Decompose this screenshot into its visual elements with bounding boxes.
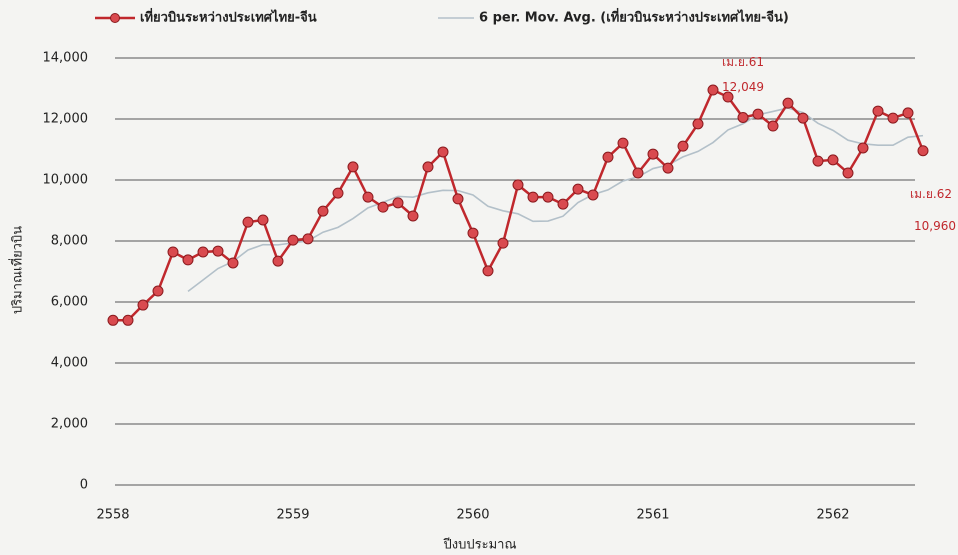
x-tick-label: 2562 [816, 508, 849, 523]
data-point [572, 183, 584, 195]
point-label: เม.ย.62 [910, 187, 952, 201]
data-point [362, 191, 374, 203]
y-tick-label: 8,000 [51, 234, 88, 249]
data-point [902, 107, 914, 119]
data-label: 10,960 [914, 219, 956, 233]
data-point [437, 146, 449, 158]
data-point [257, 214, 269, 226]
data-point [602, 151, 614, 163]
data-point [737, 112, 749, 124]
data-point [422, 161, 434, 173]
y-tick-label: 4,000 [51, 356, 88, 371]
legend-label: เที่ยวบินระหว่างประเทศไทย-จีน [140, 8, 317, 26]
data-point [677, 140, 689, 152]
data-point [797, 112, 809, 124]
data-point [212, 245, 224, 257]
x-axis-label: ปีงบประมาณ [442, 537, 516, 553]
data-point [647, 148, 659, 160]
data-point [137, 299, 149, 311]
data-point [857, 142, 869, 154]
y-tick-label: 0 [80, 478, 88, 493]
data-point [377, 201, 389, 213]
data-point [332, 187, 344, 199]
data-point [707, 84, 719, 96]
y-tick-label: 12,000 [43, 112, 89, 127]
data-point [722, 91, 734, 103]
data-point [782, 97, 794, 109]
data-point [167, 246, 179, 258]
data-point [347, 161, 359, 173]
data-point [272, 255, 284, 267]
data-point [557, 198, 569, 210]
y-tick-label: 6,000 [51, 295, 88, 310]
data-point [527, 191, 539, 203]
x-tick-label: 2560 [456, 508, 489, 523]
y-tick-label: 10,000 [43, 173, 89, 188]
data-point [452, 193, 464, 205]
data-point [752, 108, 764, 120]
data-point [632, 167, 644, 179]
data-point [152, 285, 164, 297]
data-point [197, 246, 209, 258]
data-point [467, 227, 479, 239]
data-point [392, 197, 404, 209]
data-label: 12,049 [722, 80, 764, 94]
point-label: เม.ย.61 [722, 55, 764, 69]
legend-label: 6 per. Mov. Avg. (เที่ยวบินระหว่างประเทศ… [479, 8, 789, 26]
data-point [887, 112, 899, 124]
data-point [917, 145, 929, 157]
y-axis-label: ปริมาณเที่ยวบิน [9, 226, 26, 314]
data-point [182, 254, 194, 266]
data-point [287, 234, 299, 246]
data-point [767, 120, 779, 132]
data-point [662, 162, 674, 174]
data-point [407, 210, 419, 222]
data-point [827, 154, 839, 166]
legend-marker [110, 13, 120, 23]
data-point [227, 257, 239, 269]
data-point [497, 237, 509, 249]
data-point [242, 216, 254, 228]
data-point [872, 105, 884, 117]
y-tick-label: 14,000 [43, 51, 89, 66]
data-point [512, 179, 524, 191]
data-point [617, 137, 629, 149]
x-tick-label: 2561 [636, 508, 669, 523]
data-point [107, 314, 119, 326]
y-tick-label: 2,000 [51, 417, 88, 432]
data-point [692, 118, 704, 130]
data-point [587, 189, 599, 201]
x-tick-label: 2558 [96, 508, 129, 523]
data-point [842, 167, 854, 179]
x-tick-label: 2559 [276, 508, 309, 523]
data-point [122, 314, 134, 326]
data-point [482, 265, 494, 277]
data-point [542, 191, 554, 203]
data-point [317, 205, 329, 217]
data-point [302, 233, 314, 245]
data-point [812, 155, 824, 167]
